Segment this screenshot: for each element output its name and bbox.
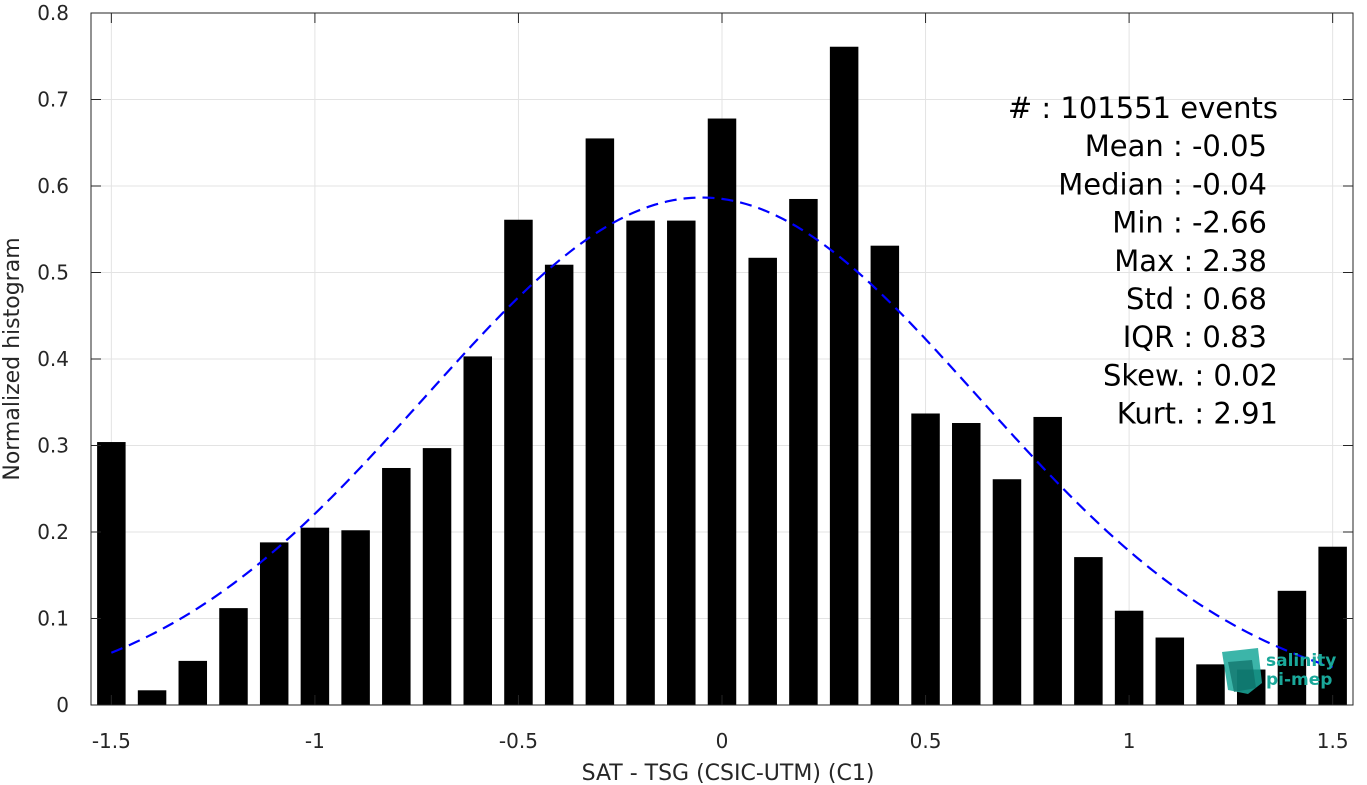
bar-6 xyxy=(341,530,370,705)
y-axis-label: Normalized histogram xyxy=(0,237,25,480)
x-tick-label-4: 0.5 xyxy=(910,729,942,753)
y-tick-label-2: 0.2 xyxy=(37,520,69,544)
y-tick-label-5: 0.5 xyxy=(37,261,69,285)
stat-iqr: IQR : 0.83 xyxy=(1123,320,1267,354)
stats-box: # : 101551 events Mean : -0.05 Median : … xyxy=(1008,91,1278,431)
y-tick-label-8: 0.8 xyxy=(37,1,69,25)
bar-0 xyxy=(97,442,126,705)
x-axis-label: SAT - TSG (CSIC-UTM) (C1) xyxy=(582,761,875,785)
y-tick-label-4: 0.4 xyxy=(37,347,69,371)
bar-23 xyxy=(1033,416,1062,705)
bar-20 xyxy=(911,413,940,705)
x-tick-label-1: -1 xyxy=(305,729,325,753)
y-tick-label-6: 0.6 xyxy=(37,174,69,198)
normal-fit-curve xyxy=(110,196,1333,669)
bar-30 xyxy=(1318,546,1347,705)
x-tick-label-6: 1.5 xyxy=(1317,729,1349,753)
ticks xyxy=(91,12,1353,706)
stat-median: Median : -0.04 xyxy=(1058,167,1267,201)
bar-1 xyxy=(137,690,167,705)
stat-std: Std : 0.68 xyxy=(1126,282,1267,316)
bar-22 xyxy=(992,479,1022,705)
bar-9 xyxy=(463,356,492,705)
logo-text-pimep: pi-mep xyxy=(1266,670,1332,690)
stat-skew: Skew. : 0.02 xyxy=(1103,358,1278,392)
logo-shape-shadow-icon xyxy=(1228,660,1256,692)
bar-21 xyxy=(952,423,981,705)
y-tick-labels: 0 0.1 0.2 0.3 0.4 0.5 0.6 0.7 0.8 xyxy=(37,1,69,717)
stat-mean: Mean : -0.05 xyxy=(1085,129,1267,163)
bar-7 xyxy=(382,467,411,705)
bar-27 xyxy=(1196,664,1225,705)
y-tick-label-3: 0.3 xyxy=(37,434,69,458)
bar-15 xyxy=(707,118,737,705)
bar-16 xyxy=(748,257,777,705)
bar-10 xyxy=(504,219,533,706)
bar-14 xyxy=(667,220,696,705)
bar-12 xyxy=(585,138,615,706)
stat-count: # : 101551 events xyxy=(1008,91,1278,125)
x-tick-label-5: 1 xyxy=(1123,729,1136,753)
bar-19 xyxy=(870,245,900,705)
bar-25 xyxy=(1114,610,1144,705)
y-tick-label-7: 0.7 xyxy=(37,88,69,112)
x-tick-label-2: -0.5 xyxy=(499,729,538,753)
bar-24 xyxy=(1074,557,1103,705)
bar-11 xyxy=(544,264,574,705)
bar-8 xyxy=(422,448,452,705)
bar-26 xyxy=(1155,637,1185,705)
bar-18 xyxy=(829,46,859,706)
bar-5 xyxy=(300,527,330,705)
bar-2 xyxy=(178,660,208,705)
x-tick-labels: -1.5 -1 -0.5 0 0.5 1 1.5 xyxy=(92,729,1349,753)
bars xyxy=(97,46,1347,706)
bar-3 xyxy=(219,608,248,705)
logo-text-salinity: salinity xyxy=(1266,651,1336,671)
y-tick-label-0: 0 xyxy=(56,693,69,717)
stat-kurt: Kurt. : 2.91 xyxy=(1117,397,1278,431)
bar-17 xyxy=(789,198,818,705)
stat-min: Min : -2.66 xyxy=(1112,206,1267,240)
bar-13 xyxy=(626,220,655,705)
bar-4 xyxy=(259,542,289,705)
x-tick-label-0: -1.5 xyxy=(92,729,131,753)
x-tick-label-3: 0 xyxy=(716,729,729,753)
salinity-pimep-logo: salinity pi-mep xyxy=(1222,648,1336,694)
y-tick-label-1: 0.1 xyxy=(37,607,69,631)
stat-max: Max : 2.38 xyxy=(1114,244,1267,278)
